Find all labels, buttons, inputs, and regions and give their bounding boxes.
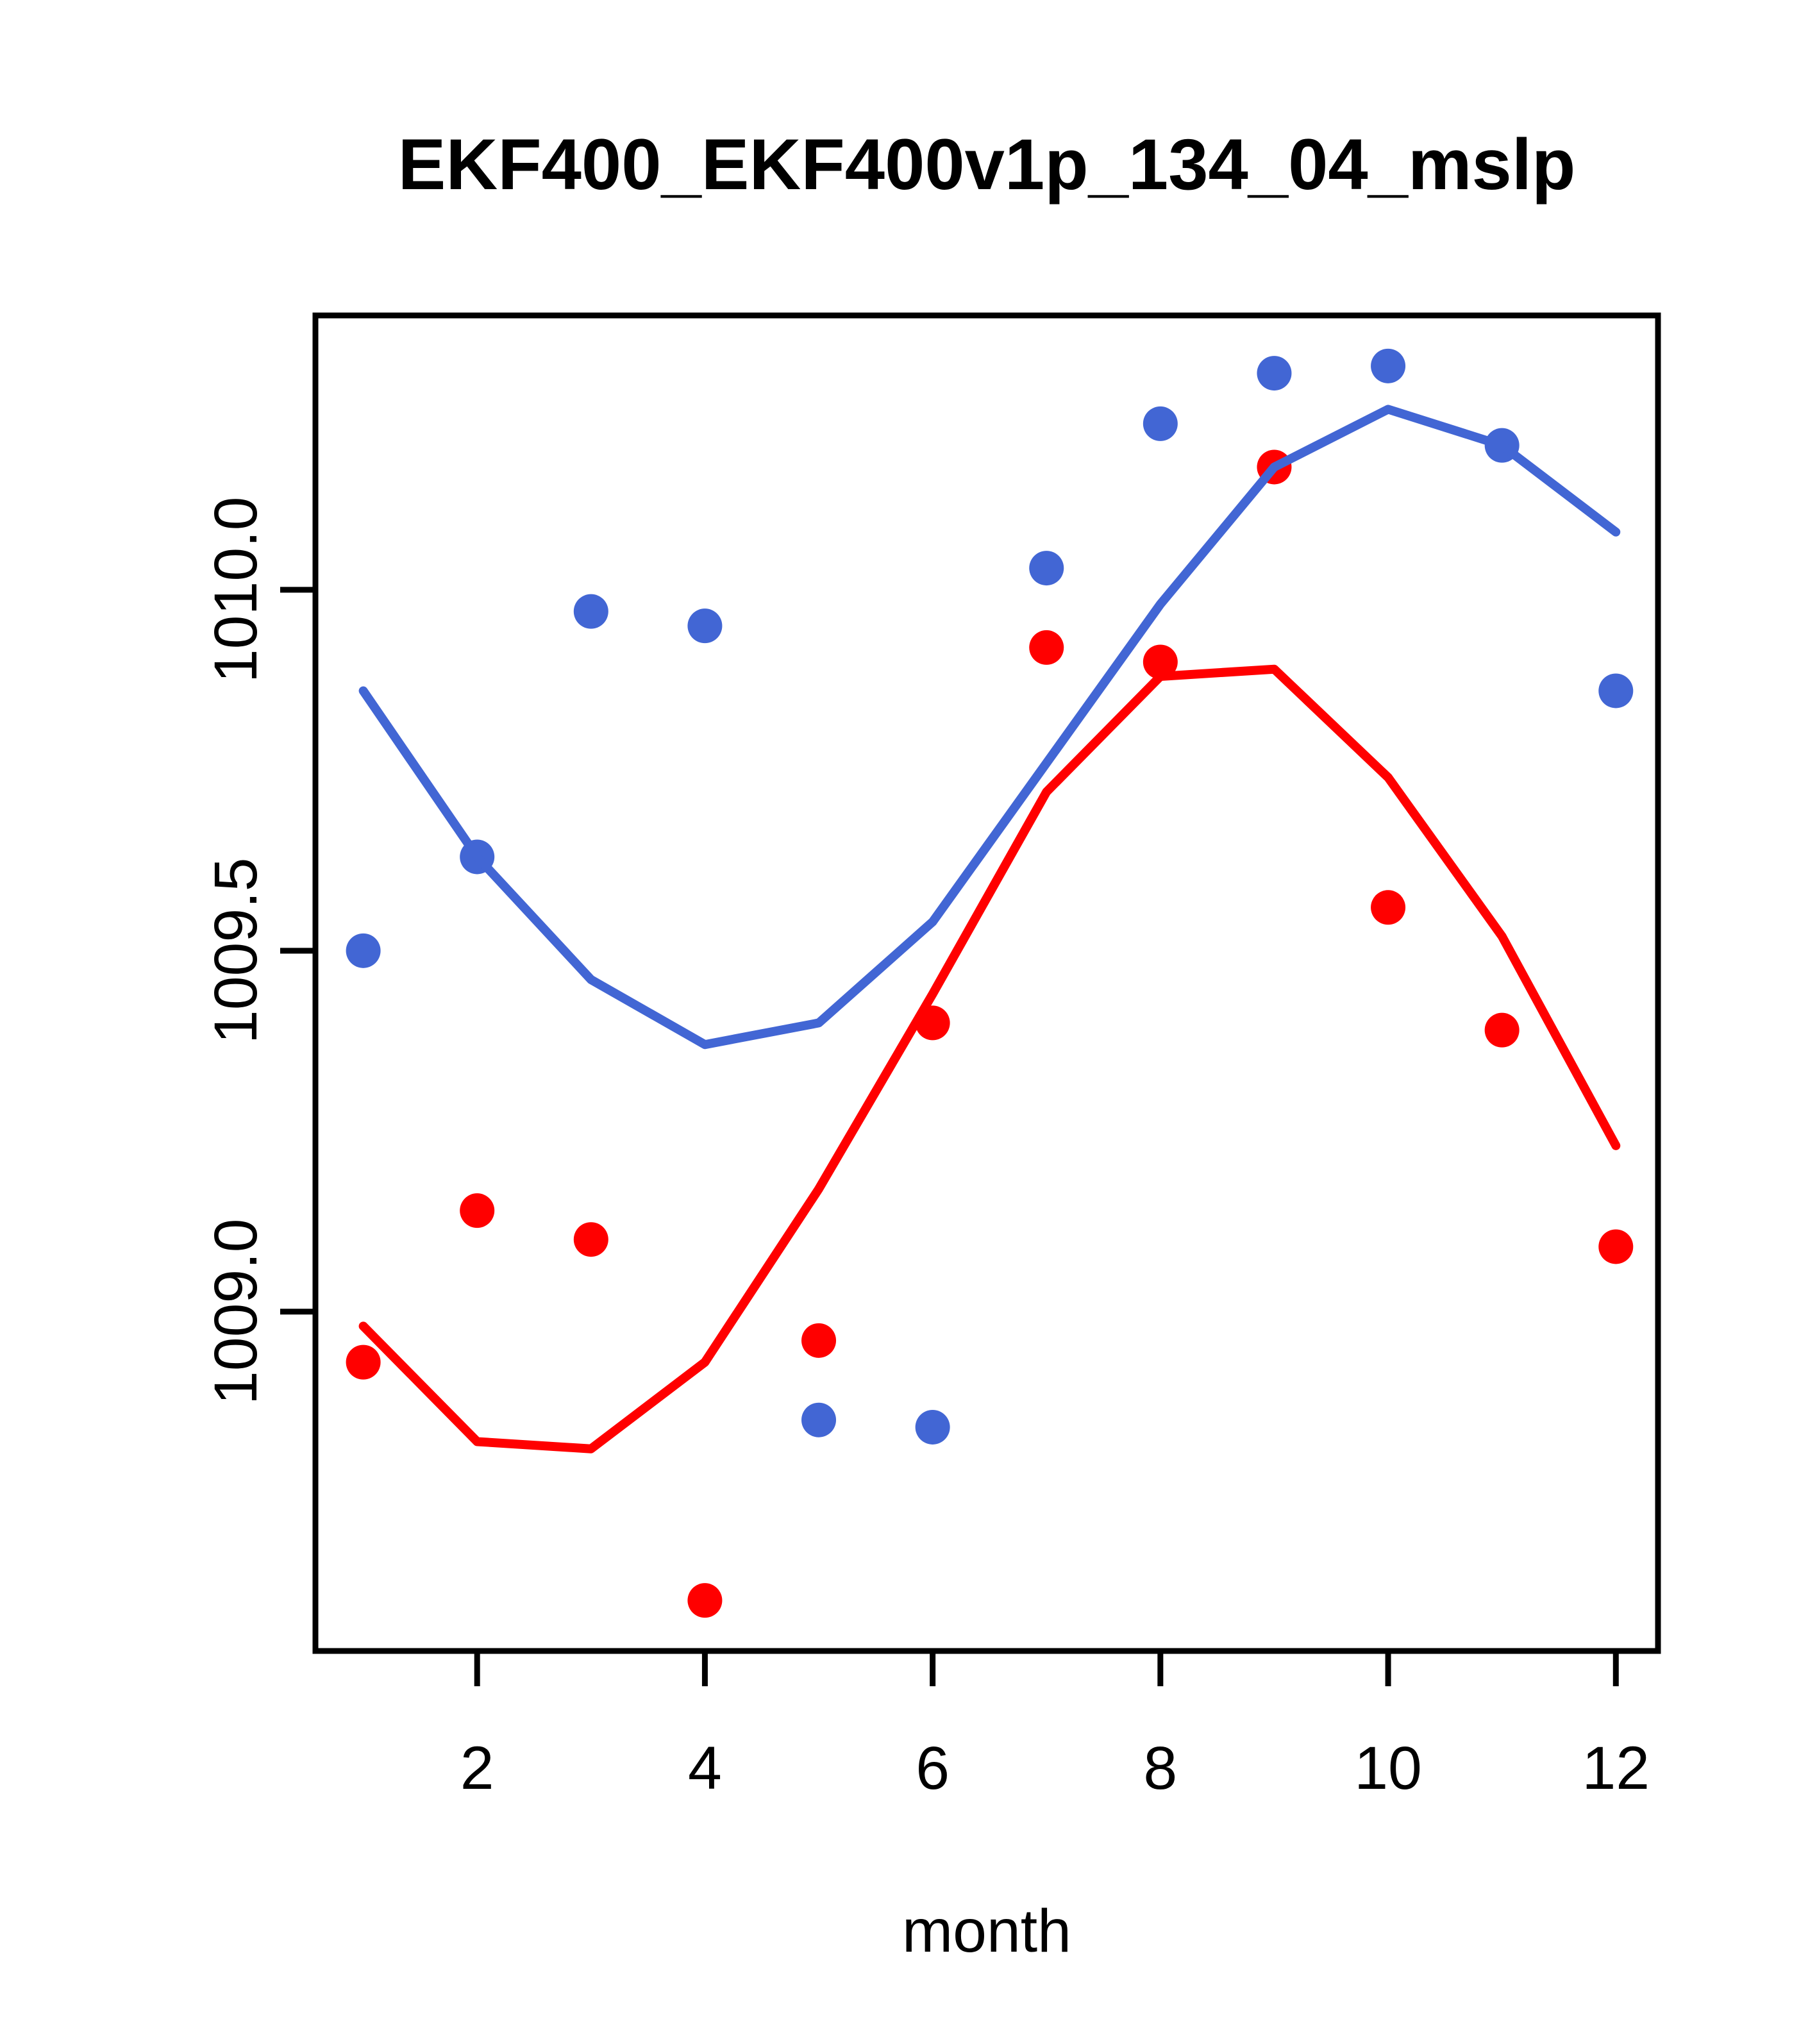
x-axis-tick-label: 10 bbox=[1354, 1734, 1422, 1802]
chart-title: EKF400_EKF400v1p_134_04_mslp bbox=[398, 124, 1576, 205]
blue-points-marker bbox=[915, 1409, 950, 1445]
red-points-marker bbox=[1371, 890, 1406, 925]
red-points-marker bbox=[1484, 1012, 1520, 1048]
y-axis-tick-label: 1009.0 bbox=[202, 1219, 270, 1405]
blue-points-marker bbox=[1371, 348, 1406, 383]
blue-points-marker bbox=[573, 594, 608, 629]
red-points-marker bbox=[1029, 630, 1064, 665]
red-points-marker bbox=[460, 1193, 495, 1228]
red-points-marker bbox=[1598, 1229, 1634, 1264]
red-points-marker bbox=[573, 1222, 608, 1257]
x-axis-tick-label: 4 bbox=[688, 1734, 722, 1802]
blue-points-marker bbox=[1029, 551, 1064, 586]
red-points-marker bbox=[801, 1323, 837, 1358]
blue-points-marker bbox=[801, 1402, 837, 1437]
blue-points-marker bbox=[1257, 356, 1292, 391]
red-points-marker bbox=[687, 1583, 723, 1618]
y-axis-tick-label: 1009.5 bbox=[202, 858, 270, 1044]
blue-points-marker bbox=[1143, 406, 1178, 441]
blue-points-marker bbox=[687, 608, 723, 644]
red-points-marker bbox=[1143, 644, 1178, 680]
x-axis-tick-label: 6 bbox=[916, 1734, 950, 1802]
red-points-marker bbox=[346, 1345, 381, 1380]
blue-points-marker bbox=[346, 933, 381, 968]
x-axis-tick-label: 2 bbox=[460, 1734, 494, 1802]
x-axis-label: month bbox=[901, 1897, 1072, 1965]
red-line-path bbox=[358, 664, 1621, 1453]
blue-line-path bbox=[358, 405, 1621, 1050]
x-axis-tick-label: 8 bbox=[1143, 1734, 1177, 1802]
y-axis-tick-label: 1010.0 bbox=[202, 497, 270, 683]
x-axis-tick-label: 12 bbox=[1582, 1734, 1650, 1802]
plot-frame bbox=[312, 312, 1661, 1654]
blue-points-marker bbox=[1598, 673, 1634, 708]
